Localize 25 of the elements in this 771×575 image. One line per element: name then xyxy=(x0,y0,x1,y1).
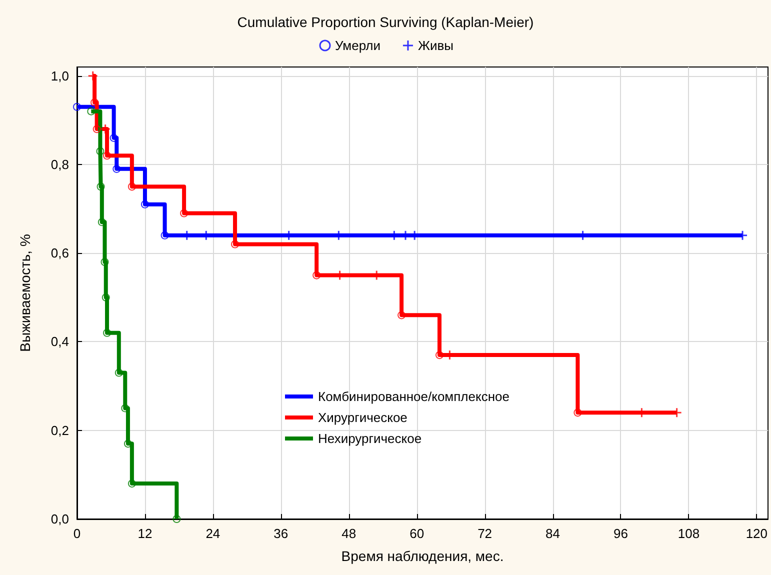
y-tick-label: 1,0 xyxy=(50,68,69,84)
x-tick-label: 120 xyxy=(746,526,768,541)
chart-title: Cumulative Proportion Surviving (Kaplan-Meier) xyxy=(237,14,534,30)
x-tick-label: 12 xyxy=(138,526,152,541)
x-tick-label: 108 xyxy=(678,526,700,541)
x-tick-label: 0 xyxy=(73,526,81,541)
legend-label: Умерли xyxy=(335,38,380,53)
x-tick-label: 96 xyxy=(614,526,628,541)
y-tick-label: 0,2 xyxy=(50,422,69,438)
legend-label: Нехирургическое xyxy=(318,431,422,446)
legend-label: Живы xyxy=(418,38,454,53)
x-tick-label: 36 xyxy=(274,526,288,541)
x-tick-label: 48 xyxy=(342,526,356,541)
x-tick-label: 84 xyxy=(546,526,560,541)
y-tick-label: 0,8 xyxy=(50,156,69,172)
x-axis-title: Время наблюдения, мес. xyxy=(341,548,504,564)
y-tick-label: 0,4 xyxy=(50,334,69,350)
y-tick-label: 0,6 xyxy=(50,246,69,261)
x-tick-label: 24 xyxy=(206,526,220,541)
y-tick-label: 0,0 xyxy=(50,512,69,526)
y-axis-title: Выживаемость, % xyxy=(17,234,33,352)
x-tick-label: 60 xyxy=(410,526,424,541)
x-tick-label: 72 xyxy=(478,526,492,541)
legend-label: Хирургическое xyxy=(318,410,408,425)
legend-label: Комбинированное/комплексное xyxy=(318,389,510,404)
